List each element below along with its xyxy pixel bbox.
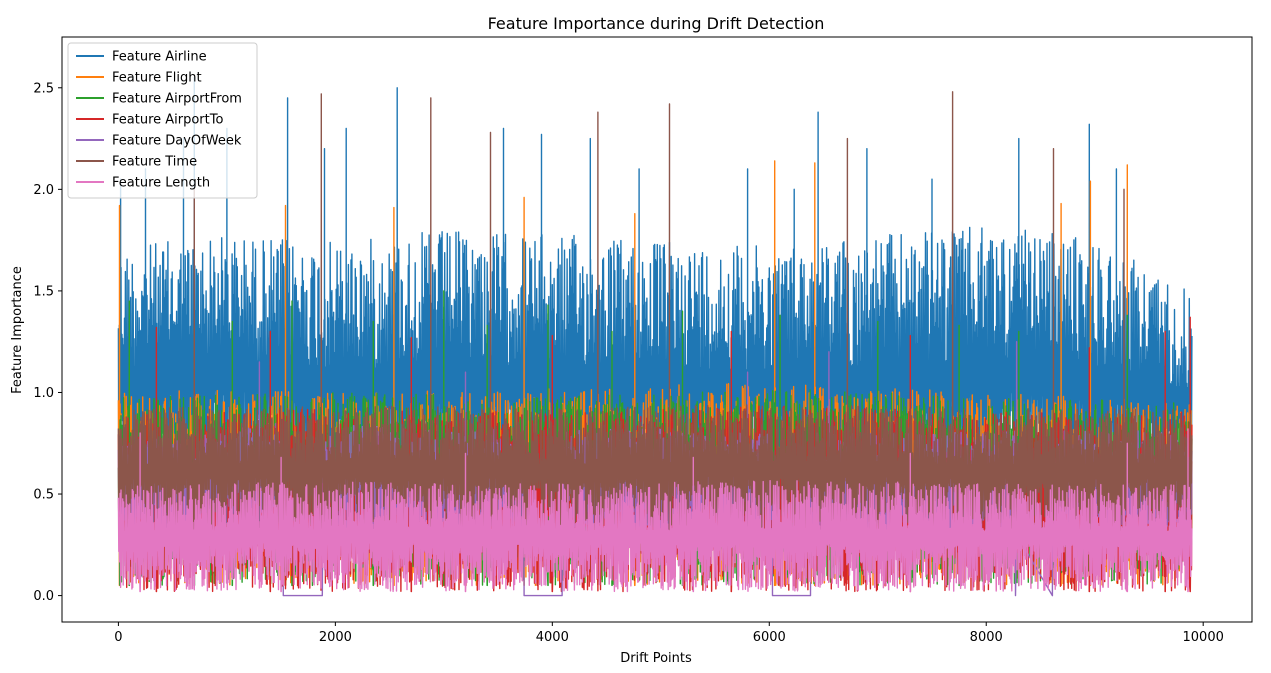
x-axis-label: Drift Points	[620, 651, 692, 666]
y-axis-label: Feature Importance	[10, 266, 25, 394]
legend-label: Feature Flight	[112, 71, 202, 86]
legend-label: Feature Length	[112, 176, 210, 191]
legend-label: Feature Time	[112, 155, 197, 170]
legend-label: Feature AirportFrom	[112, 92, 242, 107]
x-tick-label: 8000	[970, 630, 1003, 645]
y-axis: 0.0 0.5 1.0 1.5 2.0 2.5	[33, 81, 62, 604]
series-layer	[117, 76, 1193, 597]
x-tick-label: 2000	[319, 630, 352, 645]
x-tick-label: 10000	[1183, 630, 1224, 645]
x-axis: 0 2000 4000 6000 8000 10000	[114, 622, 1224, 645]
legend-label: Feature Airline	[112, 50, 207, 65]
x-tick-label: 4000	[536, 630, 569, 645]
y-tick-label: 1.0	[33, 386, 54, 401]
y-tick-label: 2.5	[33, 81, 54, 96]
y-tick-label: 0.0	[33, 589, 54, 604]
y-tick-label: 2.0	[33, 183, 54, 198]
x-tick-label: 6000	[753, 630, 786, 645]
legend-label: Feature AirportTo	[112, 113, 223, 128]
legend-box	[67, 42, 258, 199]
series-line-feature-length	[117, 428, 1193, 593]
y-tick-label: 0.5	[33, 488, 54, 503]
y-tick-label: 1.5	[33, 284, 54, 299]
x-tick-label: 0	[114, 630, 122, 645]
legend-label: Feature DayOfWeek	[112, 134, 242, 149]
chart-title: Feature Importance during Drift Detectio…	[488, 14, 825, 33]
legend: Feature Airline Feature Flight Feature Air…	[67, 42, 258, 199]
plot-frame	[61, 36, 1253, 623]
